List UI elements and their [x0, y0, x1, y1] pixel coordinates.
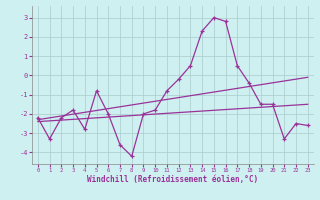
X-axis label: Windchill (Refroidissement éolien,°C): Windchill (Refroidissement éolien,°C) — [87, 175, 258, 184]
